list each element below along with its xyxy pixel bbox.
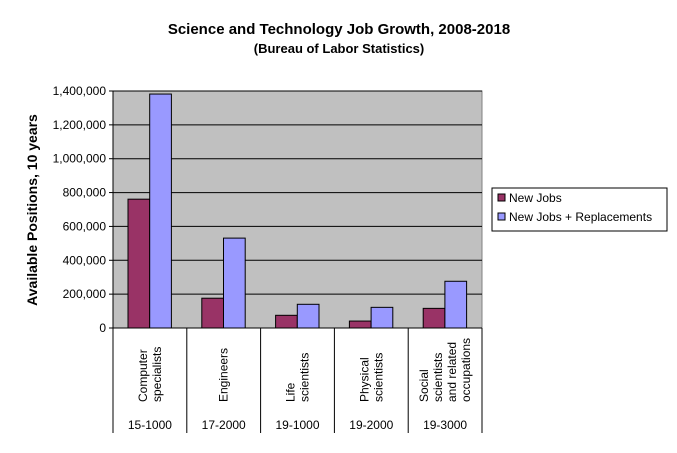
category-label: scientists — [371, 353, 385, 402]
category-label: Engineers — [217, 348, 231, 402]
category-label: scientists — [431, 353, 445, 402]
y-tick-label: 800,000 — [63, 186, 107, 200]
category-label: Physical — [357, 357, 371, 402]
y-axis-label: Available Positions, 10 years — [24, 114, 40, 306]
bar-new-jobs — [422, 307, 446, 329]
legend-label: New Jobs + Replacements — [509, 210, 652, 224]
category-label: and related — [445, 342, 459, 402]
plot-area — [112, 90, 483, 329]
category-code: 15-1000 — [128, 418, 172, 432]
category-label: Life — [284, 382, 298, 402]
legend — [491, 187, 668, 232]
category-code: 19-1000 — [275, 418, 319, 432]
legend-swatch — [497, 212, 506, 221]
bar-new-jobs-replacements — [149, 93, 172, 329]
legend-swatch — [497, 193, 506, 202]
y-tick-label: 200,000 — [63, 287, 107, 301]
chart-subtitle: (Bureau of Labor Statistics) — [254, 41, 424, 56]
y-tick-label: 1,000,000 — [53, 152, 107, 166]
y-tick-label: 0 — [99, 321, 106, 335]
y-tick-label: 600,000 — [63, 219, 107, 233]
legend-label: New Jobs — [509, 191, 562, 205]
category-label: occupations — [459, 338, 473, 402]
bar-new-jobs-replacements — [444, 280, 468, 329]
bar-new-jobs-replacements — [223, 237, 246, 329]
category-code: 19-3000 — [423, 418, 467, 432]
chart-title: Science and Technology Job Growth, 2008-… — [168, 21, 510, 38]
bar-new-jobs-replacements — [296, 303, 320, 329]
bar-new-jobs — [348, 320, 372, 329]
y-tick-label: 1,200,000 — [53, 118, 107, 132]
bar-new-jobs-replacements — [370, 306, 394, 329]
category-label: scientists — [298, 353, 312, 402]
category-label: Computer — [136, 349, 150, 402]
bar-new-jobs — [201, 297, 225, 329]
bar-new-jobs — [127, 198, 151, 329]
category-code: 19-2000 — [349, 418, 393, 432]
y-tick-label: 1,400,000 — [53, 84, 107, 98]
category-code: 17-2000 — [202, 418, 246, 432]
category-label: specialists — [150, 347, 164, 402]
bar-new-jobs — [275, 314, 298, 329]
category-label: Social — [417, 369, 431, 402]
y-tick-label: 400,000 — [63, 253, 107, 267]
